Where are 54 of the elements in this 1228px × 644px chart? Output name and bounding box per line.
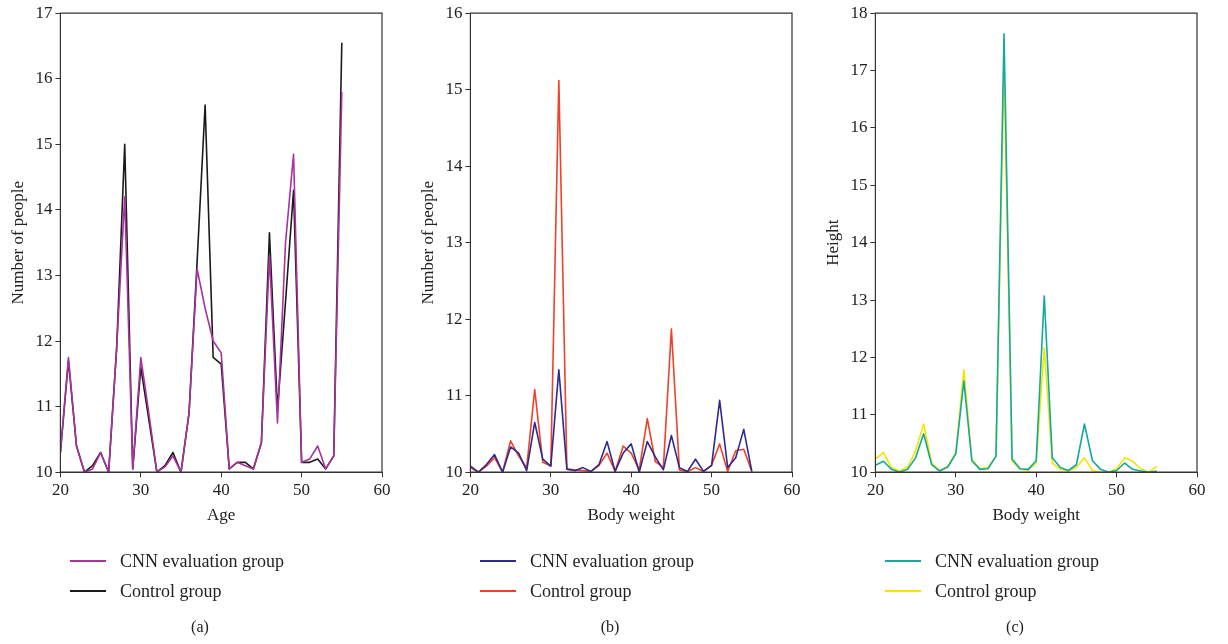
y-tick-label: 11 bbox=[446, 385, 463, 405]
text: (c) bbox=[1005, 618, 1025, 636]
y-tick-label: 15 bbox=[850, 174, 868, 194]
x-tick-label: 40 bbox=[622, 479, 640, 499]
x-axis-title: Body weight bbox=[587, 505, 676, 525]
x-tick-label: 40 bbox=[212, 479, 230, 499]
y-axis-title: Number of people bbox=[7, 180, 27, 305]
y-tick-label: 14 bbox=[445, 155, 463, 175]
x-tick-label: 30 bbox=[542, 479, 560, 499]
y-tick-label: 16 bbox=[445, 2, 463, 22]
x-tick-label: 60 bbox=[783, 479, 801, 499]
y-tick-label: 16 bbox=[35, 68, 53, 88]
x-tick-label: 50 bbox=[1108, 479, 1126, 499]
y-tick-label: 10 bbox=[445, 461, 463, 481]
legend-label: Control group bbox=[120, 580, 222, 602]
x-tick-label: 40 bbox=[1027, 479, 1045, 499]
x-tick-label: 60 bbox=[373, 479, 391, 499]
y-tick-label: 12 bbox=[850, 346, 868, 366]
x-tick-label: 50 bbox=[703, 479, 721, 499]
y-tick-label: 14 bbox=[850, 232, 868, 252]
x-axis-title: Body weight bbox=[992, 505, 1081, 525]
y-tick-label: 13 bbox=[850, 289, 868, 309]
y-tick-label: 10 bbox=[850, 461, 868, 481]
legend-label: CNN evaluation group bbox=[935, 550, 1099, 572]
y-tick-label: 11 bbox=[851, 404, 868, 424]
x-tick-label: 50 bbox=[293, 479, 311, 499]
x-axis-title: Age bbox=[207, 505, 236, 525]
y-tick-label: 18 bbox=[850, 2, 868, 22]
y-tick-label: 13 bbox=[35, 264, 53, 284]
legend-label: CNN evaluation group bbox=[120, 550, 284, 572]
x-tick-label: 60 bbox=[1188, 479, 1206, 499]
y-tick-label: 12 bbox=[445, 308, 463, 328]
x-tick-label: 20 bbox=[461, 479, 479, 499]
legend-label: CNN evaluation group bbox=[530, 550, 694, 572]
text: (b) bbox=[599, 618, 621, 636]
text: (a) bbox=[190, 618, 210, 636]
y-tick-label: 11 bbox=[36, 396, 53, 416]
y-tick-label: 10 bbox=[35, 461, 53, 481]
y-tick-label: 17 bbox=[850, 60, 868, 80]
y-axis-title: Number of people bbox=[417, 180, 437, 305]
x-tick-label: 30 bbox=[132, 479, 150, 499]
legend-label: Control group bbox=[935, 580, 1037, 602]
y-tick-label: 15 bbox=[35, 133, 53, 153]
y-tick-label: 14 bbox=[35, 199, 53, 219]
y-axis-title: Height bbox=[822, 219, 842, 266]
y-tick-label: 12 bbox=[35, 330, 53, 350]
legend-label: Control group bbox=[530, 580, 632, 602]
y-tick-label: 16 bbox=[850, 117, 868, 137]
y-tick-label: 13 bbox=[445, 232, 463, 252]
y-tick-label: 15 bbox=[445, 79, 463, 99]
x-tick-label: 30 bbox=[947, 479, 965, 499]
x-tick-label: 20 bbox=[51, 479, 69, 499]
y-tick-label: 17 bbox=[35, 2, 53, 22]
x-tick-label: 20 bbox=[866, 479, 884, 499]
